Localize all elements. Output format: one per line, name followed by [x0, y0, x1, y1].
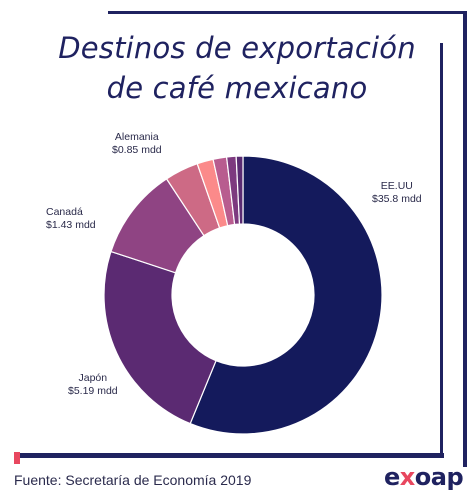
chart-title: Destinos de exportación de café mexicano — [0, 28, 474, 108]
title-line-1: Destinos de exportación — [58, 31, 416, 65]
label-canada: Canadá $1.43 mdd — [46, 206, 96, 232]
top-frame-bar — [108, 11, 466, 14]
label-canada-name: Canadá — [46, 206, 83, 218]
right-frame-bar-outer — [463, 11, 467, 467]
label-alemania: Alemania $0.85 mdd — [112, 131, 162, 157]
donut-slice-1 — [189, 155, 383, 435]
right-frame-bar — [440, 43, 443, 455]
donut-slice-2 — [103, 250, 217, 425]
left-accent-bar — [14, 452, 20, 464]
logo-x-mark: x — [399, 463, 415, 491]
label-eeuu-name: EE.UU — [380, 180, 413, 192]
label-japon-value: $5.19 mdd — [68, 385, 118, 397]
bottom-frame-bar — [16, 453, 444, 458]
source-footer: Fuente: Secretaría de Economía 2019 — [14, 472, 252, 488]
donut-slice-8 — [235, 155, 244, 225]
label-alemania-name: Alemania — [114, 131, 159, 143]
label-eeuu: EE.UU $35.8 mdd — [372, 180, 422, 206]
title-line-2: de café mexicano — [106, 71, 368, 105]
label-canada-value: $1.43 mdd — [46, 219, 96, 231]
label-eeuu-value: $35.8 mdd — [372, 193, 422, 205]
brand-logo: exoap — [384, 463, 464, 491]
logo-part-1: e — [384, 463, 400, 491]
logo-part-2: oap — [414, 463, 464, 491]
label-alemania-value: $0.85 mdd — [112, 144, 162, 156]
label-japon-name: Japón — [78, 372, 108, 384]
label-japon: Japón $5.19 mdd — [68, 372, 118, 398]
